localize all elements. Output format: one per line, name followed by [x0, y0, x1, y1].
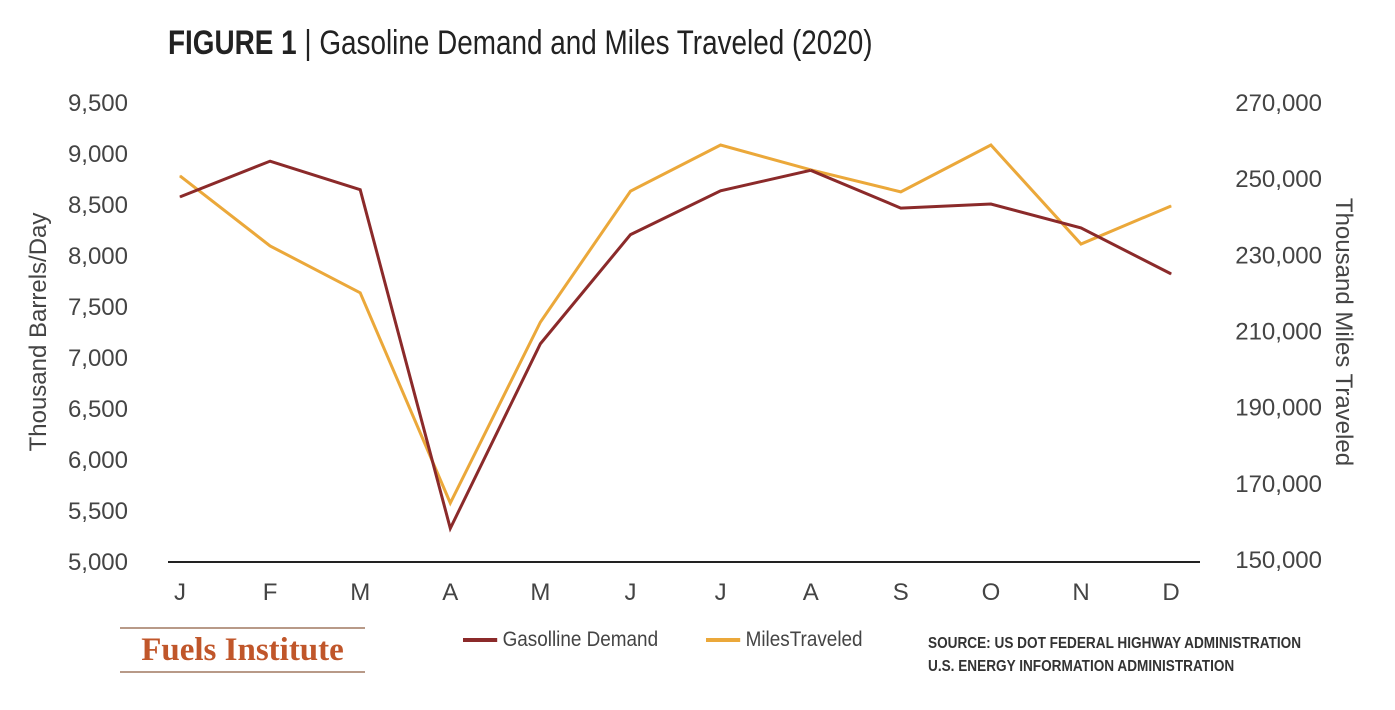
legend-item-miles: MilesTraveled [706, 628, 863, 652]
x-tick-label: S [893, 579, 909, 606]
fuels-institute-logo: Fuels Institute [120, 627, 365, 673]
y-left-tick-label: 7,500 [68, 294, 128, 321]
source-note: SOURCE: US DOT FEDERAL HIGHWAY ADMINISTR… [928, 632, 1301, 678]
y-right-tick-label: 210,000 [1235, 319, 1322, 346]
y-right-tick-label: 230,000 [1235, 242, 1322, 269]
data-point-miles [1170, 205, 1172, 207]
x-tick-label: A [442, 579, 458, 606]
y-right-tick-label: 190,000 [1235, 395, 1322, 422]
data-point-gasoline [990, 203, 992, 205]
y-right-axis-label: Thousand Miles Traveled [1330, 198, 1357, 466]
x-tick-label: J [715, 579, 727, 606]
data-point-gasoline [539, 343, 541, 345]
series-line-miles-traveled [179, 143, 1172, 507]
x-tick-label: A [803, 579, 819, 606]
chart-title: FIGURE 1 | Gasoline Demand and Miles Tra… [168, 24, 873, 63]
figure-label: FIGURE 1 [168, 24, 297, 62]
x-tick-label: J [174, 579, 186, 606]
data-point-miles [1080, 243, 1082, 245]
data-point-gasoline [179, 196, 181, 198]
source-line-2: U.S. ENERGY INFORMATION ADMINISTRATION [928, 658, 1235, 675]
x-tick-label: J [625, 579, 637, 606]
data-point-miles [900, 191, 902, 193]
y-left-tick-label: 5,500 [68, 498, 128, 525]
y-left-tick-label: 8,000 [68, 243, 128, 270]
legend-swatch-miles [706, 638, 741, 642]
data-point-gasoline [900, 207, 902, 209]
y-right-tick-label: 250,000 [1235, 166, 1322, 193]
y-right-tick-label: 270,000 [1235, 90, 1322, 117]
data-point-miles [720, 144, 722, 146]
data-point-miles [449, 502, 451, 504]
y-left-tick-label: 7,000 [68, 345, 128, 372]
y-left-tick-label: 8,500 [68, 192, 128, 219]
x-tick-label: F [263, 579, 278, 606]
title-separator: | [304, 24, 312, 62]
data-point-gasoline [1080, 227, 1082, 229]
legend-label-gasoline: Gasolline Demand [502, 628, 659, 651]
y-left-tick-label: 6,000 [68, 447, 128, 474]
source-line-1: SOURCE: US DOT FEDERAL HIGHWAY ADMINISTR… [928, 635, 1302, 652]
data-point-gasoline [359, 189, 361, 191]
data-point-miles [359, 292, 361, 294]
legend-swatch-gasoline [463, 638, 498, 642]
data-point-miles [630, 190, 631, 192]
y-right-tick-label: 170,000 [1235, 471, 1322, 498]
legend-item-gasoline: Gasolline Demand [463, 628, 658, 652]
x-tick-label: M [350, 579, 370, 606]
y-left-tick-label: 9,000 [68, 141, 128, 168]
data-point-gasoline [269, 160, 271, 162]
y-left-tick-label: 9,500 [68, 90, 128, 117]
legend-label-miles: MilesTraveled [745, 628, 863, 651]
data-point-gasoline [720, 190, 722, 192]
data-point-miles [539, 321, 541, 323]
y-left-tick-label: 5,000 [68, 549, 128, 576]
data-point-miles [990, 144, 992, 146]
data-point-gasoline [810, 169, 812, 171]
title-text: Gasoline Demand and Miles Traveled (2020… [319, 24, 873, 62]
x-tick-label: N [1072, 579, 1089, 606]
x-tick-label: M [530, 579, 550, 606]
y-left-tick-label: 6,500 [68, 396, 128, 423]
series-line-gasoline-demand [179, 159, 1172, 533]
x-tick-label: D [1162, 579, 1179, 606]
data-point-gasoline [449, 527, 451, 529]
y-right-tick-label: 150,000 [1235, 547, 1322, 574]
data-point-gasoline [1170, 273, 1172, 275]
data-point-miles [269, 245, 271, 247]
y-left-axis-label: Thousand Barrels/Day [25, 213, 52, 452]
x-tick-label: O [982, 579, 1001, 606]
data-point-miles [179, 175, 181, 177]
data-point-gasoline [630, 234, 631, 236]
